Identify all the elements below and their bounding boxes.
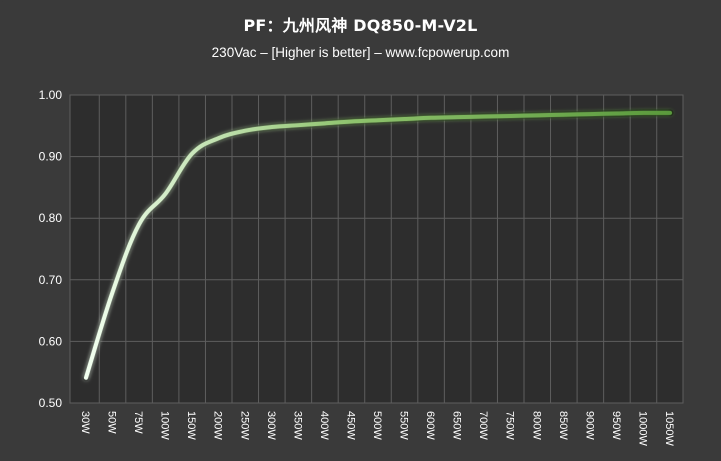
- x-tick-label: 700W: [477, 411, 489, 440]
- x-tick-label: 400W: [318, 411, 330, 440]
- data-point-1000W: [642, 111, 645, 114]
- x-tick-label: 850W: [557, 411, 569, 440]
- data-point-250W: [244, 129, 247, 132]
- chart-subtitle: 230Vac – [Higher is better] – www.fcpowe…: [211, 45, 510, 60]
- series-pf: [82, 109, 674, 382]
- x-tick-label: 600W: [424, 411, 436, 440]
- y-tick-label: 0.80: [39, 211, 63, 225]
- data-point-800W: [536, 114, 539, 117]
- x-tick-label: 800W: [530, 411, 542, 440]
- y-tick-label: 0.60: [39, 334, 63, 348]
- data-point-350W: [297, 124, 300, 127]
- data-point-1050W: [669, 111, 672, 114]
- data-point-450W: [350, 120, 353, 123]
- series-line: [84, 110, 672, 380]
- x-tick-label: 200W: [212, 411, 224, 440]
- x-tick-label: 550W: [398, 411, 410, 440]
- data-point-500W: [377, 119, 380, 122]
- x-tick-label: 450W: [344, 411, 356, 440]
- y-tick-label: 0.50: [39, 396, 63, 410]
- data-point-200W: [217, 137, 220, 140]
- data-point-75W: [138, 223, 141, 226]
- data-point-650W: [456, 116, 459, 119]
- x-tick-label: 30W: [79, 411, 91, 434]
- x-tick-label: 900W: [583, 411, 595, 440]
- x-tick-label: 300W: [265, 411, 277, 440]
- x-tick-label: 750W: [504, 411, 516, 440]
- chart-title: PF：九州风神 DQ850-M-V2L: [243, 16, 478, 35]
- x-tick-label: 350W: [291, 411, 303, 440]
- x-tick-label: 150W: [185, 411, 197, 440]
- data-point-750W: [509, 114, 512, 117]
- x-tick-label: 500W: [371, 411, 383, 440]
- data-point-550W: [403, 118, 406, 121]
- data-point-30W: [85, 376, 88, 379]
- y-tick-label: 1.00: [39, 88, 63, 102]
- data-point-700W: [483, 115, 486, 118]
- data-point-600W: [430, 116, 433, 119]
- plot-area: [69, 94, 684, 404]
- x-tick-label: 650W: [451, 411, 463, 440]
- data-point-900W: [589, 113, 592, 116]
- data-point-150W: [191, 152, 194, 155]
- data-point-850W: [562, 113, 565, 116]
- horizontal-gridlines: [70, 94, 683, 404]
- x-axis-tick-labels: 30W 50W 75W 100W 150W 200W 250W 300W 350W 400W 450…: [79, 411, 675, 446]
- x-tick-label: 100W: [159, 411, 171, 440]
- y-tick-label: 0.90: [39, 150, 63, 164]
- x-tick-label: 75W: [132, 411, 144, 434]
- y-tick-label: 0.70: [39, 273, 63, 287]
- x-tick-label: 1050W: [663, 411, 675, 446]
- data-point-100W: [164, 192, 167, 195]
- data-point-400W: [323, 122, 326, 125]
- x-tick-label: 250W: [238, 411, 250, 440]
- x-tick-label: 950W: [610, 411, 622, 440]
- x-tick-label: 1000W: [636, 411, 648, 446]
- data-point-50W: [111, 291, 114, 294]
- data-point-300W: [270, 126, 273, 129]
- x-tick-label: 50W: [106, 411, 118, 434]
- data-point-950W: [615, 112, 618, 115]
- y-axis-tick-labels: 0.50 0.60 0.70 0.80 0.90 1.00: [39, 88, 63, 410]
